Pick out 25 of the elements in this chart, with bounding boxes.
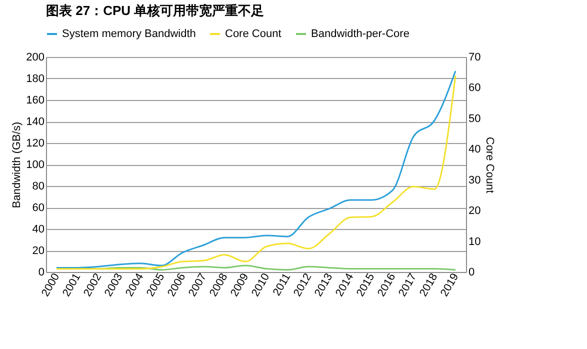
y-tick-label: 120 (26, 138, 44, 150)
y2-tick-label: 60 (468, 82, 481, 94)
y-tick-label: 20 (32, 245, 44, 257)
y-tick-label: 0 (38, 266, 44, 278)
y-tick-label: 200 (26, 52, 44, 64)
y2-tick-label: 50 (468, 112, 481, 125)
y-tick-label: 140 (26, 116, 44, 128)
y2-axis-title: Core Count (484, 136, 496, 194)
y2-tick-label: 30 (468, 174, 481, 186)
y-tick-label: 160 (26, 94, 44, 106)
legend-label: System memory Bandwidth (62, 28, 196, 40)
y-tick-label: 80 (32, 180, 44, 192)
y-tick-label: 180 (26, 73, 44, 85)
legend-label: Core Count (225, 28, 282, 40)
y-tick-label: 40 (32, 224, 44, 236)
y2-tick-label: 0 (468, 266, 475, 278)
y-tick-label: 100 (26, 159, 44, 171)
y2-tick-label: 70 (468, 52, 481, 64)
y2-tick-label: 40 (468, 144, 481, 156)
y-tick-label: 60 (32, 202, 44, 214)
y2-tick-label: 10 (468, 236, 481, 248)
chart-title: 图表 27：CPU 单核可用带宽严重不足 (46, 3, 264, 18)
legend-label: Bandwidth-per-Core (311, 28, 410, 40)
y2-tick-label: 20 (468, 205, 481, 218)
y-axis-title: Bandwidth (GB/s) (11, 122, 24, 208)
